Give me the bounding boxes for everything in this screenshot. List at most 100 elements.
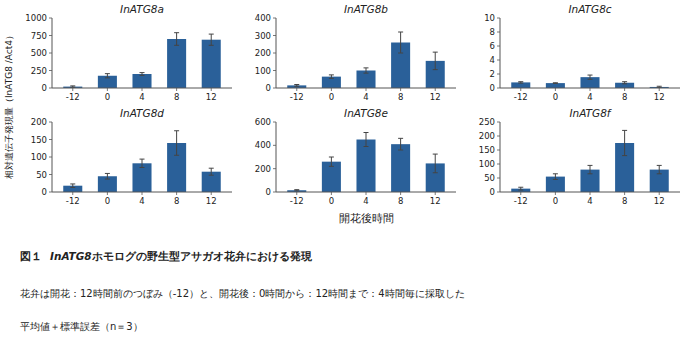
- panel: InATG8c0246810-1204812: [484, 3, 680, 102]
- x-tick: [435, 88, 436, 91]
- x-tick-label: 8: [398, 196, 403, 206]
- y-tick-label: 200: [479, 131, 495, 141]
- x-axis-label: 開花後時間: [339, 212, 394, 225]
- marks: [287, 133, 445, 193]
- x-tick-label: 12: [654, 196, 665, 206]
- x-tick: [176, 88, 177, 91]
- y-tick-label: 50: [484, 173, 495, 183]
- y-tick-label: 150: [31, 135, 47, 145]
- x-tick-label: 0: [329, 196, 334, 206]
- x-tick: [142, 88, 143, 91]
- error-bar: [622, 82, 627, 84]
- x-tick-label: -12: [514, 92, 528, 102]
- panel-title: InATG8e: [344, 107, 388, 119]
- x-tick-label: 12: [430, 92, 441, 102]
- x-tick: [107, 192, 108, 195]
- panel-title: InATG8f: [569, 107, 612, 119]
- x-tick-label: -12: [66, 196, 80, 206]
- error-bar: [364, 68, 369, 73]
- y-tick-label: 200: [31, 117, 47, 127]
- caption-line: 図１InATG8ホモログの野生型アサガオ花弁における発現: [20, 250, 313, 263]
- marks: [511, 75, 669, 88]
- x-tick: [72, 88, 73, 91]
- error-bar: [209, 168, 214, 175]
- y-axis-label: 相対遺伝子発現量（InATG8 /Act4）: [4, 31, 14, 179]
- caption-line: 花弁は開花：12時間前のつぼみ（-12）と、開花後：0時間から：12時間まで：4…: [20, 288, 465, 299]
- error-bar: [140, 73, 145, 76]
- error-bar: [398, 138, 403, 150]
- x-tick-label: 12: [206, 92, 217, 102]
- x-tick: [659, 88, 660, 91]
- y-tick-label: 10: [484, 13, 495, 23]
- error-bar: [294, 190, 299, 191]
- error-bar: [433, 52, 438, 70]
- x-tick: [176, 192, 177, 195]
- y-axis: [500, 18, 501, 88]
- y-tick-label: 0: [42, 187, 47, 197]
- error-bar: [174, 33, 179, 46]
- y-axis: [52, 18, 53, 88]
- y-axis: [276, 122, 277, 192]
- x-tick-label: 0: [553, 196, 558, 206]
- error-bar: [70, 86, 75, 87]
- x-tick: [211, 192, 212, 195]
- error-bar: [209, 34, 214, 45]
- y-tick-label: 8: [490, 27, 495, 37]
- error-bar: [398, 32, 403, 53]
- y-axis: [500, 122, 501, 192]
- error-bar: [518, 82, 523, 83]
- panel-title: InATG8d: [120, 107, 164, 119]
- bar: [511, 82, 530, 88]
- x-tick: [659, 192, 660, 195]
- y-tick-label: 500: [31, 48, 47, 58]
- x-tick: [624, 192, 625, 195]
- x-tick: [142, 192, 143, 195]
- bar: [391, 144, 410, 192]
- y-tick-label: 150: [479, 145, 495, 155]
- y-tick-label: 200: [255, 48, 271, 58]
- x-tick-label: 12: [654, 92, 665, 102]
- x-tick-label: 4: [139, 196, 144, 206]
- y-tick-label: 0: [42, 83, 47, 93]
- marks: [63, 33, 221, 88]
- x-tick-label: 8: [174, 92, 179, 102]
- error-bar: [70, 184, 75, 188]
- error-bar: [294, 85, 299, 87]
- marks: [287, 32, 445, 88]
- error-bar: [588, 75, 593, 79]
- caption-part: ホモログの野生型アサガオ花弁における発現: [91, 250, 313, 263]
- y-tick-label: 50: [36, 170, 47, 180]
- x-tick: [331, 192, 332, 195]
- error-bar: [588, 165, 593, 173]
- x-tick: [107, 88, 108, 91]
- panel: InATG8e0200400600-1204812: [255, 107, 456, 206]
- panel-title: InATG8b: [344, 3, 388, 15]
- error-bar: [657, 86, 662, 87]
- y-axis: [52, 122, 53, 192]
- x-tick-label: 4: [363, 196, 368, 206]
- panel: InATG8f050100150200250-1204812: [479, 107, 680, 206]
- x-tick: [555, 192, 556, 195]
- caption-part: InATG8: [50, 250, 92, 262]
- x-tick-label: -12: [514, 196, 528, 206]
- error-bar: [657, 165, 662, 173]
- error-bar: [364, 133, 369, 147]
- x-tick-label: 0: [105, 92, 110, 102]
- error-bar: [329, 157, 334, 166]
- x-tick-label: 4: [587, 92, 592, 102]
- y-tick-label: 0: [490, 83, 495, 93]
- marks: [63, 131, 221, 192]
- error-bar: [433, 154, 438, 173]
- y-tick-label: 400: [255, 13, 271, 23]
- x-tick-label: 8: [398, 92, 403, 102]
- bar: [132, 74, 151, 88]
- x-tick: [520, 88, 521, 91]
- x-tick: [555, 88, 556, 91]
- panel: InATG8b0100200300400-1204812: [255, 3, 456, 102]
- y-tick-label: 250: [31, 66, 47, 76]
- chart-root: InATG8a02505007501000-1204812InATG8b0100…: [0, 0, 689, 353]
- panel-title: InATG8a: [120, 3, 164, 15]
- y-tick-label: 750: [31, 31, 47, 41]
- x-tick-label: 0: [329, 92, 334, 102]
- y-tick-label: 0: [266, 187, 271, 197]
